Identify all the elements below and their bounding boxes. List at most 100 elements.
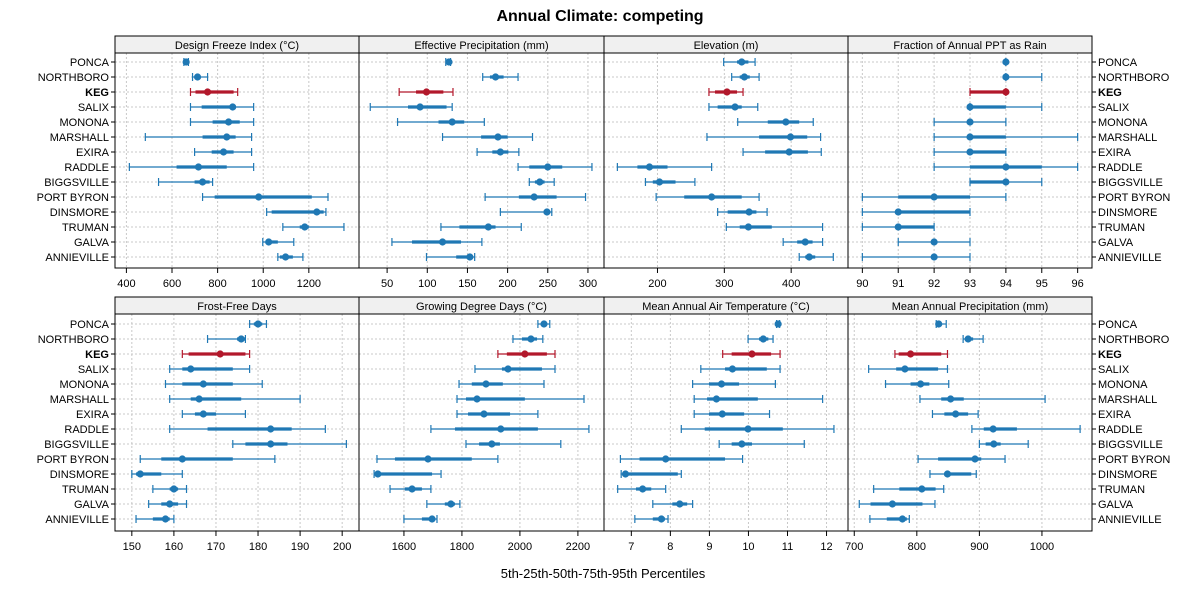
- station-interval-biggsville: [528, 178, 555, 186]
- station-interval-exira: [193, 148, 253, 156]
- station-interval-exira: [931, 410, 979, 418]
- x-tick-label: 93: [964, 278, 976, 290]
- station-interval-port-byron: [376, 455, 499, 463]
- x-tick-label: 96: [1072, 278, 1084, 290]
- median-point: [639, 485, 647, 493]
- row-label-right: PONCA: [1098, 57, 1138, 69]
- station-interval-annieville: [277, 253, 304, 261]
- x-axis: 1600 1800 2000 2200: [392, 531, 590, 553]
- median-point: [544, 163, 552, 171]
- row-label-left: ANNIEVILLE: [45, 252, 109, 264]
- panel-title: Fraction of Annual PPT as Rain: [893, 40, 1046, 52]
- median-point: [374, 470, 382, 478]
- median-point: [267, 440, 275, 448]
- row-label-right: BIGGSVILLE: [1098, 177, 1163, 189]
- x-axis-label: 5th-25th-50th-75th-95th Percentiles: [501, 566, 706, 581]
- x-tick-label: 800: [908, 541, 926, 553]
- station-interval-annieville: [425, 253, 476, 261]
- x-tick-label: 10: [742, 541, 754, 553]
- panel-border: [847, 313, 1093, 532]
- row-label-left: MARSHALL: [50, 132, 109, 144]
- panel-border: [358, 313, 605, 532]
- station-interval-dinsmore: [929, 470, 977, 478]
- median-point: [1002, 163, 1010, 171]
- station-interval-marshall: [441, 133, 534, 141]
- row-label-left: GALVA: [74, 499, 110, 511]
- station-interval-truman: [861, 223, 935, 231]
- median-point: [952, 410, 960, 418]
- row-label-right: ANNIEVILLE: [1098, 514, 1162, 526]
- station-interval-ponca: [935, 320, 947, 328]
- station-interval-truman: [282, 223, 345, 231]
- station-interval-port-byron: [139, 455, 276, 463]
- station-interval-ponca: [1002, 58, 1010, 66]
- row-label-right: DINSMORE: [1098, 207, 1157, 219]
- station-interval-truman: [440, 223, 522, 231]
- x-tick-label: 2200: [566, 541, 590, 553]
- median-point: [281, 253, 290, 261]
- x-tick-label: 150: [123, 541, 141, 553]
- median-point: [738, 440, 746, 448]
- station-interval-galva: [148, 500, 188, 508]
- station-interval-biggsville: [157, 178, 214, 186]
- median-point: [989, 425, 997, 433]
- station-interval-marshall: [456, 395, 585, 403]
- row-label-left: EXIRA: [76, 147, 110, 159]
- median-point: [888, 500, 897, 508]
- station-interval-dinsmore: [499, 208, 553, 216]
- station-interval-biggsville: [978, 440, 1029, 448]
- station-interval-monona: [884, 380, 950, 388]
- median-point: [408, 485, 416, 493]
- median-point: [267, 425, 275, 433]
- panel-title: Effective Precipitation (mm): [414, 40, 548, 52]
- median-point: [1002, 58, 1010, 66]
- station-interval-keg: [894, 350, 949, 358]
- row-label-right: GALVA: [1098, 499, 1134, 511]
- median-point: [536, 178, 544, 186]
- median-point: [178, 455, 186, 463]
- median-point: [662, 455, 670, 463]
- x-tick-label: 900: [970, 541, 988, 553]
- median-point: [744, 425, 752, 433]
- station-interval-ponca: [182, 58, 190, 66]
- station-interval-northboro: [191, 73, 209, 81]
- station-interval-raddle: [430, 425, 590, 433]
- median-point: [488, 440, 496, 448]
- x-tick-label: 1800: [450, 541, 474, 553]
- station-interval-truman: [152, 485, 188, 493]
- station-interval-truman: [725, 223, 824, 231]
- median-point: [445, 58, 453, 66]
- row-label-right: KEG: [1098, 87, 1122, 99]
- median-point: [966, 148, 974, 156]
- station-interval-monona: [692, 380, 776, 388]
- median-point: [966, 133, 974, 141]
- x-tick-label: 100: [418, 278, 436, 290]
- median-point: [971, 455, 979, 463]
- station-interval-galva: [426, 500, 461, 508]
- median-point: [1002, 88, 1010, 96]
- station-interval-monona: [458, 380, 545, 388]
- station-interval-salix: [868, 365, 949, 373]
- median-point: [301, 223, 309, 231]
- station-interval-salix: [189, 103, 255, 111]
- station-interval-biggsville: [232, 440, 347, 448]
- median-point: [717, 380, 726, 388]
- median-point: [521, 350, 529, 358]
- row-label-left: PORT BYRON: [37, 454, 109, 466]
- station-interval-northboro: [512, 335, 544, 343]
- x-axis: 90 91 92 93 94 95 96: [856, 268, 1084, 290]
- station-interval-keg: [497, 350, 556, 358]
- row-label-left: PONCA: [70, 57, 110, 69]
- station-interval-annieville: [798, 253, 834, 261]
- panel-border: [114, 52, 360, 269]
- median-point: [964, 335, 972, 343]
- median-point: [748, 350, 756, 358]
- station-interval-monona: [164, 380, 263, 388]
- x-tick-label: 1200: [297, 278, 321, 290]
- row-label-right: PORT BYRON: [1098, 454, 1170, 466]
- station-interval-northboro: [747, 335, 774, 343]
- median-point: [438, 238, 447, 246]
- station-interval-keg: [398, 88, 454, 96]
- station-interval-raddle: [616, 163, 713, 171]
- median-point: [473, 395, 481, 403]
